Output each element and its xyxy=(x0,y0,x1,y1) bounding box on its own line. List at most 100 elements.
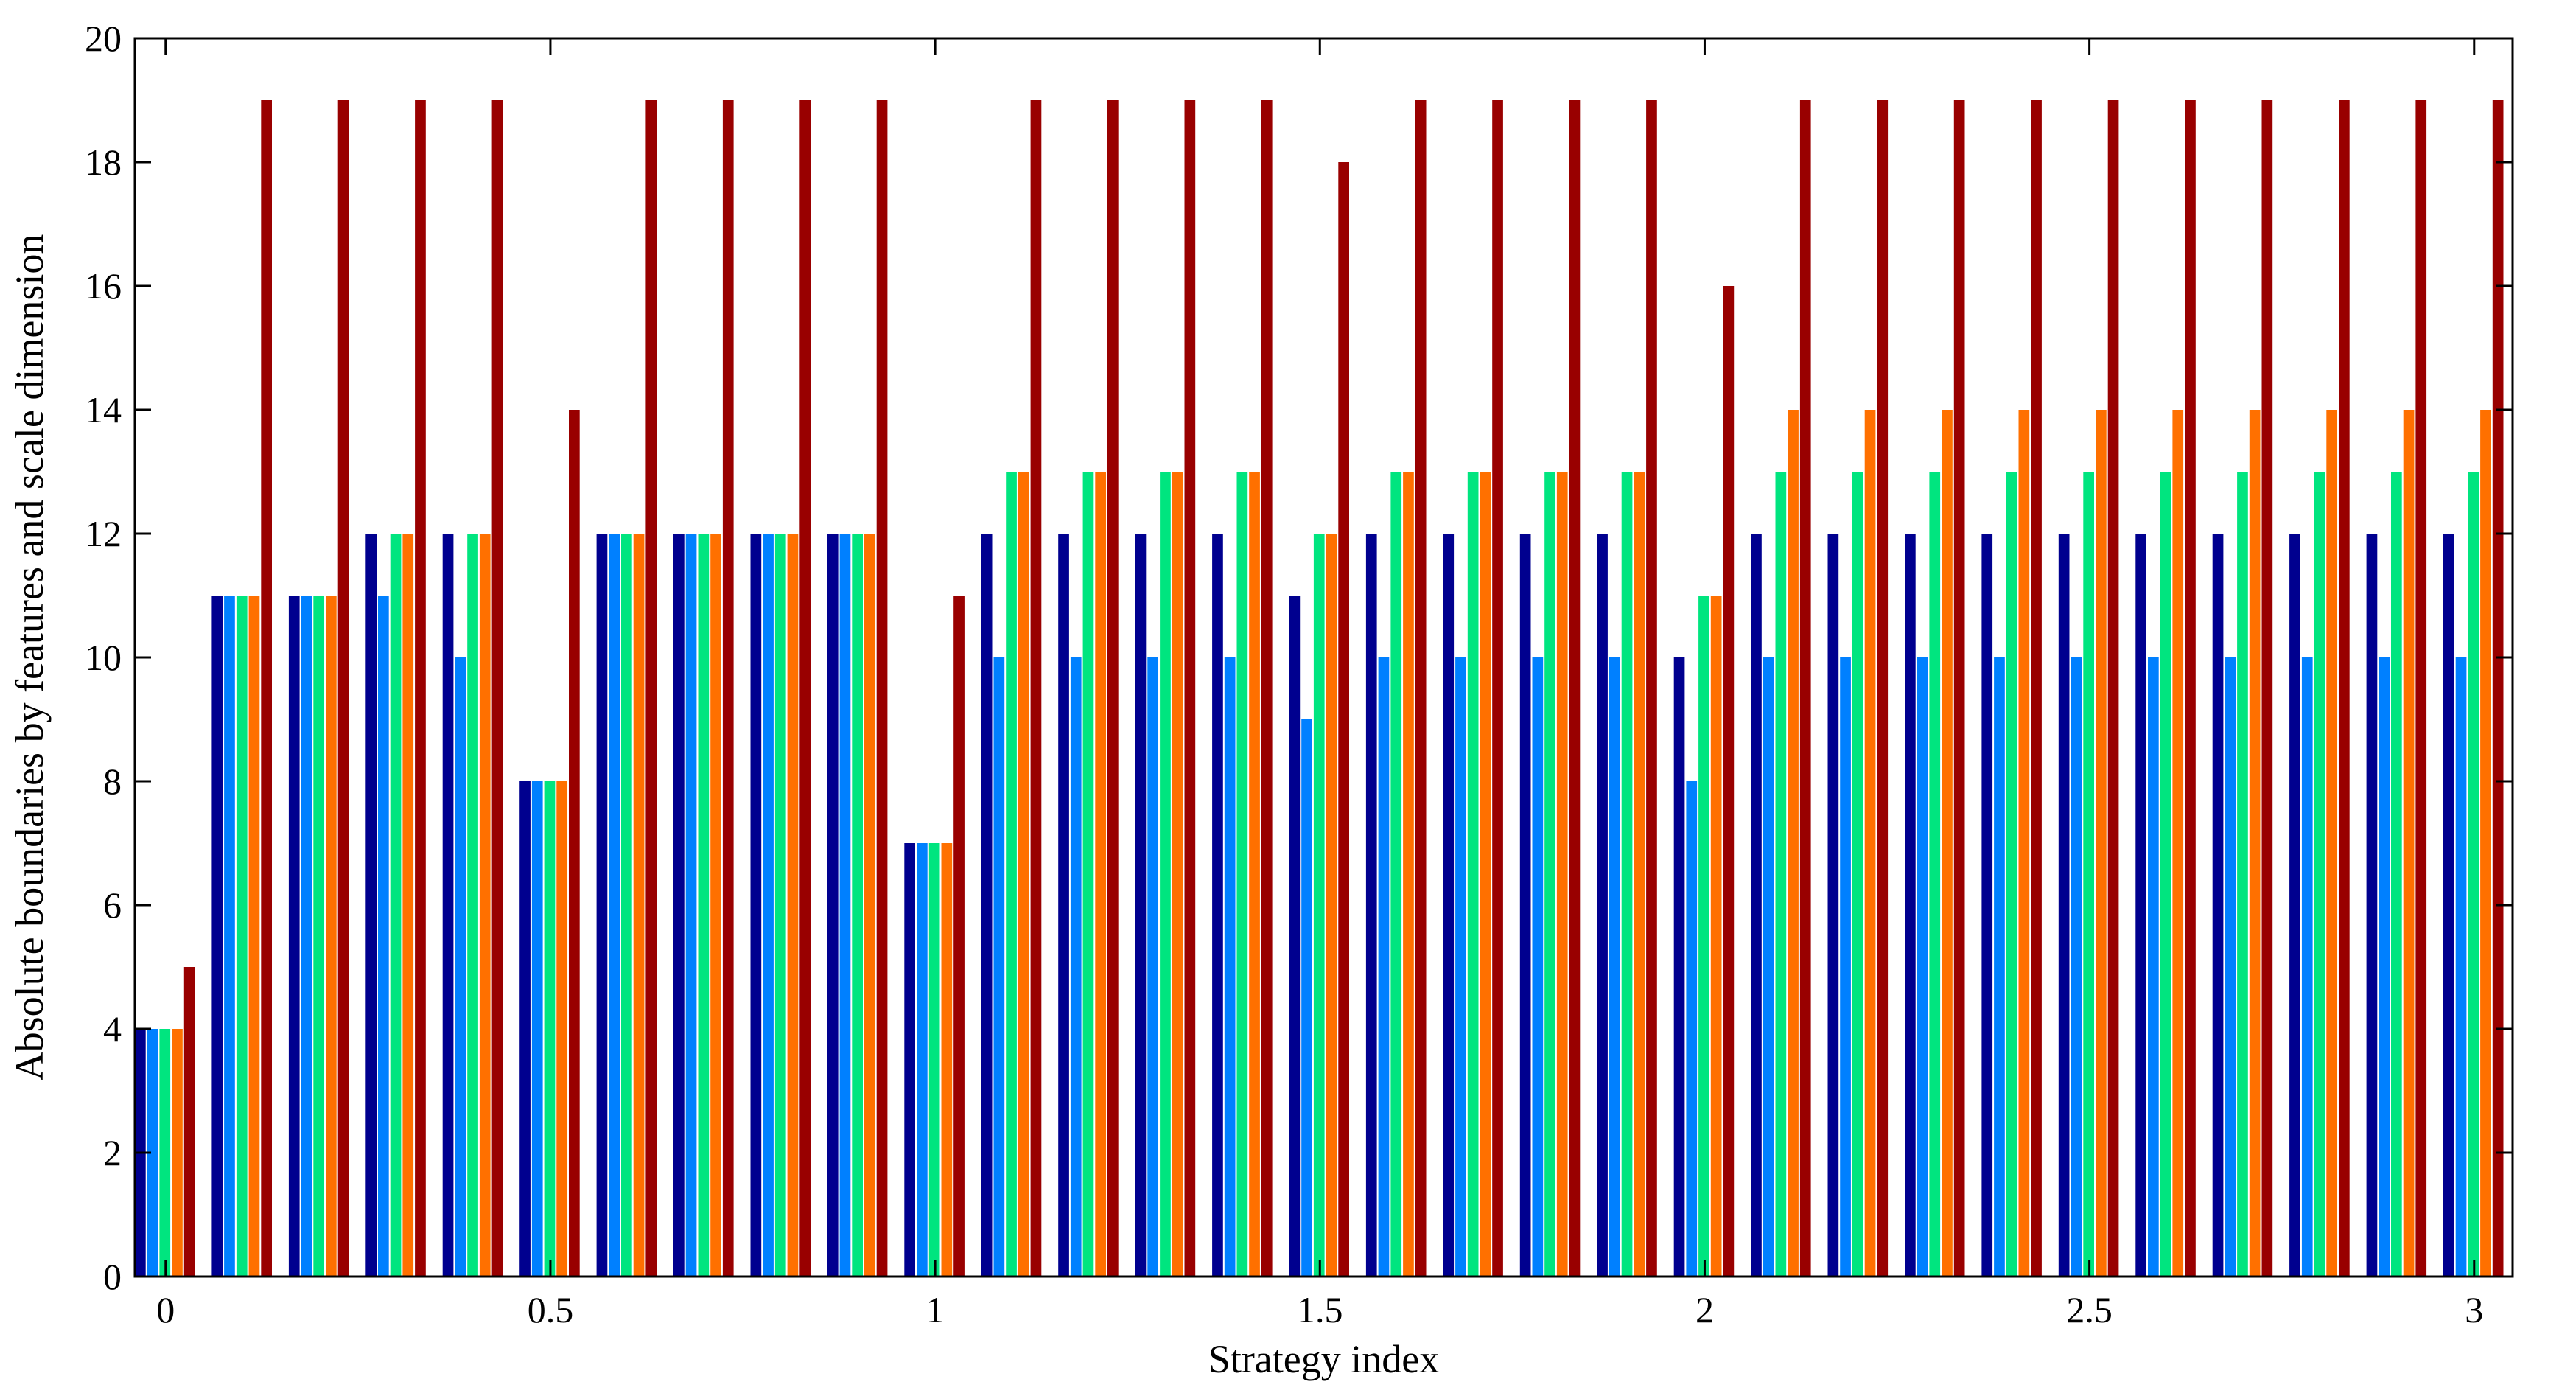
bar xyxy=(827,534,839,1277)
bar xyxy=(1556,472,1568,1277)
bar xyxy=(1763,657,1774,1277)
bar xyxy=(224,596,235,1277)
bar xyxy=(2249,410,2261,1277)
bar xyxy=(1994,657,2005,1277)
bar xyxy=(2212,534,2224,1277)
bar xyxy=(147,1029,158,1277)
bar xyxy=(211,596,223,1277)
bar xyxy=(1710,596,1722,1277)
bar xyxy=(953,596,965,1277)
bar xyxy=(2185,100,2196,1277)
bar xyxy=(261,100,272,1277)
bar xyxy=(685,534,697,1277)
bar xyxy=(479,534,491,1277)
bar xyxy=(1673,657,1685,1277)
bar xyxy=(1480,472,1491,1277)
bar xyxy=(183,967,195,1277)
bar xyxy=(1788,410,1799,1277)
bar xyxy=(1467,472,1479,1277)
bar xyxy=(390,534,402,1277)
bar xyxy=(1981,534,1993,1277)
bar xyxy=(1224,657,1236,1277)
bar xyxy=(1492,100,1503,1277)
bar xyxy=(2443,534,2454,1277)
bar xyxy=(722,100,734,1277)
bar xyxy=(1249,472,1260,1277)
y-tick-label: 4 xyxy=(103,1008,122,1050)
bar xyxy=(378,596,389,1277)
bar xyxy=(1597,534,1608,1277)
bar xyxy=(1338,162,1349,1277)
bar xyxy=(455,657,466,1277)
bar xyxy=(1006,472,1017,1277)
y-tick-label: 20 xyxy=(85,18,122,59)
bar xyxy=(2096,410,2107,1277)
x-tick-label: 1.5 xyxy=(1297,1289,1343,1330)
bar xyxy=(864,534,875,1277)
bar xyxy=(313,596,324,1277)
bar xyxy=(993,657,1005,1277)
bar xyxy=(159,1029,171,1277)
bar xyxy=(2018,410,2030,1277)
bar xyxy=(2135,534,2146,1277)
bar xyxy=(2237,472,2248,1277)
bar xyxy=(633,534,645,1277)
bar xyxy=(1775,472,1787,1277)
bar xyxy=(1840,657,1851,1277)
bar xyxy=(839,534,851,1277)
bar xyxy=(1877,100,1889,1277)
bar xyxy=(2492,100,2504,1277)
bar xyxy=(1942,410,1953,1277)
bar xyxy=(1107,100,1119,1277)
bar xyxy=(1313,534,1325,1277)
bar xyxy=(2006,472,2017,1277)
bar xyxy=(673,534,685,1277)
bar xyxy=(621,534,632,1277)
bar xyxy=(1569,100,1581,1277)
bar xyxy=(1135,534,1147,1277)
y-tick-label: 2 xyxy=(103,1132,122,1173)
x-tick-label: 1 xyxy=(926,1289,945,1330)
bar xyxy=(2225,657,2236,1277)
bar xyxy=(1212,534,1223,1277)
y-tick-label: 8 xyxy=(103,761,122,802)
bar xyxy=(2339,100,2350,1277)
bar xyxy=(698,534,710,1277)
bar xyxy=(1160,472,1171,1277)
bar xyxy=(337,100,349,1277)
bar xyxy=(1390,472,1402,1277)
bar xyxy=(1455,657,1466,1277)
bar xyxy=(1646,100,1657,1277)
x-tick-label: 2 xyxy=(1695,1289,1714,1330)
bar xyxy=(365,534,377,1277)
bar xyxy=(1609,657,1620,1277)
x-tick-label: 3 xyxy=(2465,1289,2483,1330)
bar xyxy=(326,596,337,1277)
bars-group xyxy=(135,100,2504,1277)
bar xyxy=(1095,472,1106,1277)
bar xyxy=(1519,534,1531,1277)
bar xyxy=(1686,781,1698,1277)
bar xyxy=(1723,286,1735,1277)
bar xyxy=(904,843,915,1277)
bar xyxy=(442,534,454,1277)
bar xyxy=(2366,534,2378,1277)
bar xyxy=(402,534,414,1277)
bar xyxy=(1172,472,1183,1277)
bar xyxy=(852,534,863,1277)
bar xyxy=(1082,472,1094,1277)
bar xyxy=(2415,100,2427,1277)
bar xyxy=(1301,719,1312,1277)
bar xyxy=(1289,596,1301,1277)
bar xyxy=(467,534,478,1277)
bar xyxy=(1532,657,1544,1277)
bar xyxy=(544,781,556,1277)
bar xyxy=(1953,100,1965,1277)
bar xyxy=(2301,657,2313,1277)
y-tick-label: 18 xyxy=(85,142,122,183)
bar xyxy=(917,843,928,1277)
bar xyxy=(1751,534,1762,1277)
bar xyxy=(1378,657,1390,1277)
bar xyxy=(763,534,774,1277)
bar xyxy=(750,534,762,1277)
